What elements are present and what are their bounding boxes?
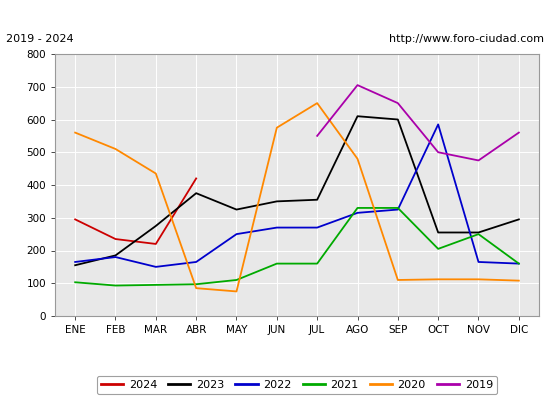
Text: Evolucion Nº Turistas Extranjeros en el municipio de Real Sitio de San Ildefonso: Evolucion Nº Turistas Extranjeros en el … bbox=[26, 8, 524, 20]
Legend: 2024, 2023, 2022, 2021, 2020, 2019: 2024, 2023, 2022, 2021, 2020, 2019 bbox=[97, 376, 497, 394]
Text: http://www.foro-ciudad.com: http://www.foro-ciudad.com bbox=[389, 34, 544, 44]
Text: 2019 - 2024: 2019 - 2024 bbox=[6, 34, 73, 44]
